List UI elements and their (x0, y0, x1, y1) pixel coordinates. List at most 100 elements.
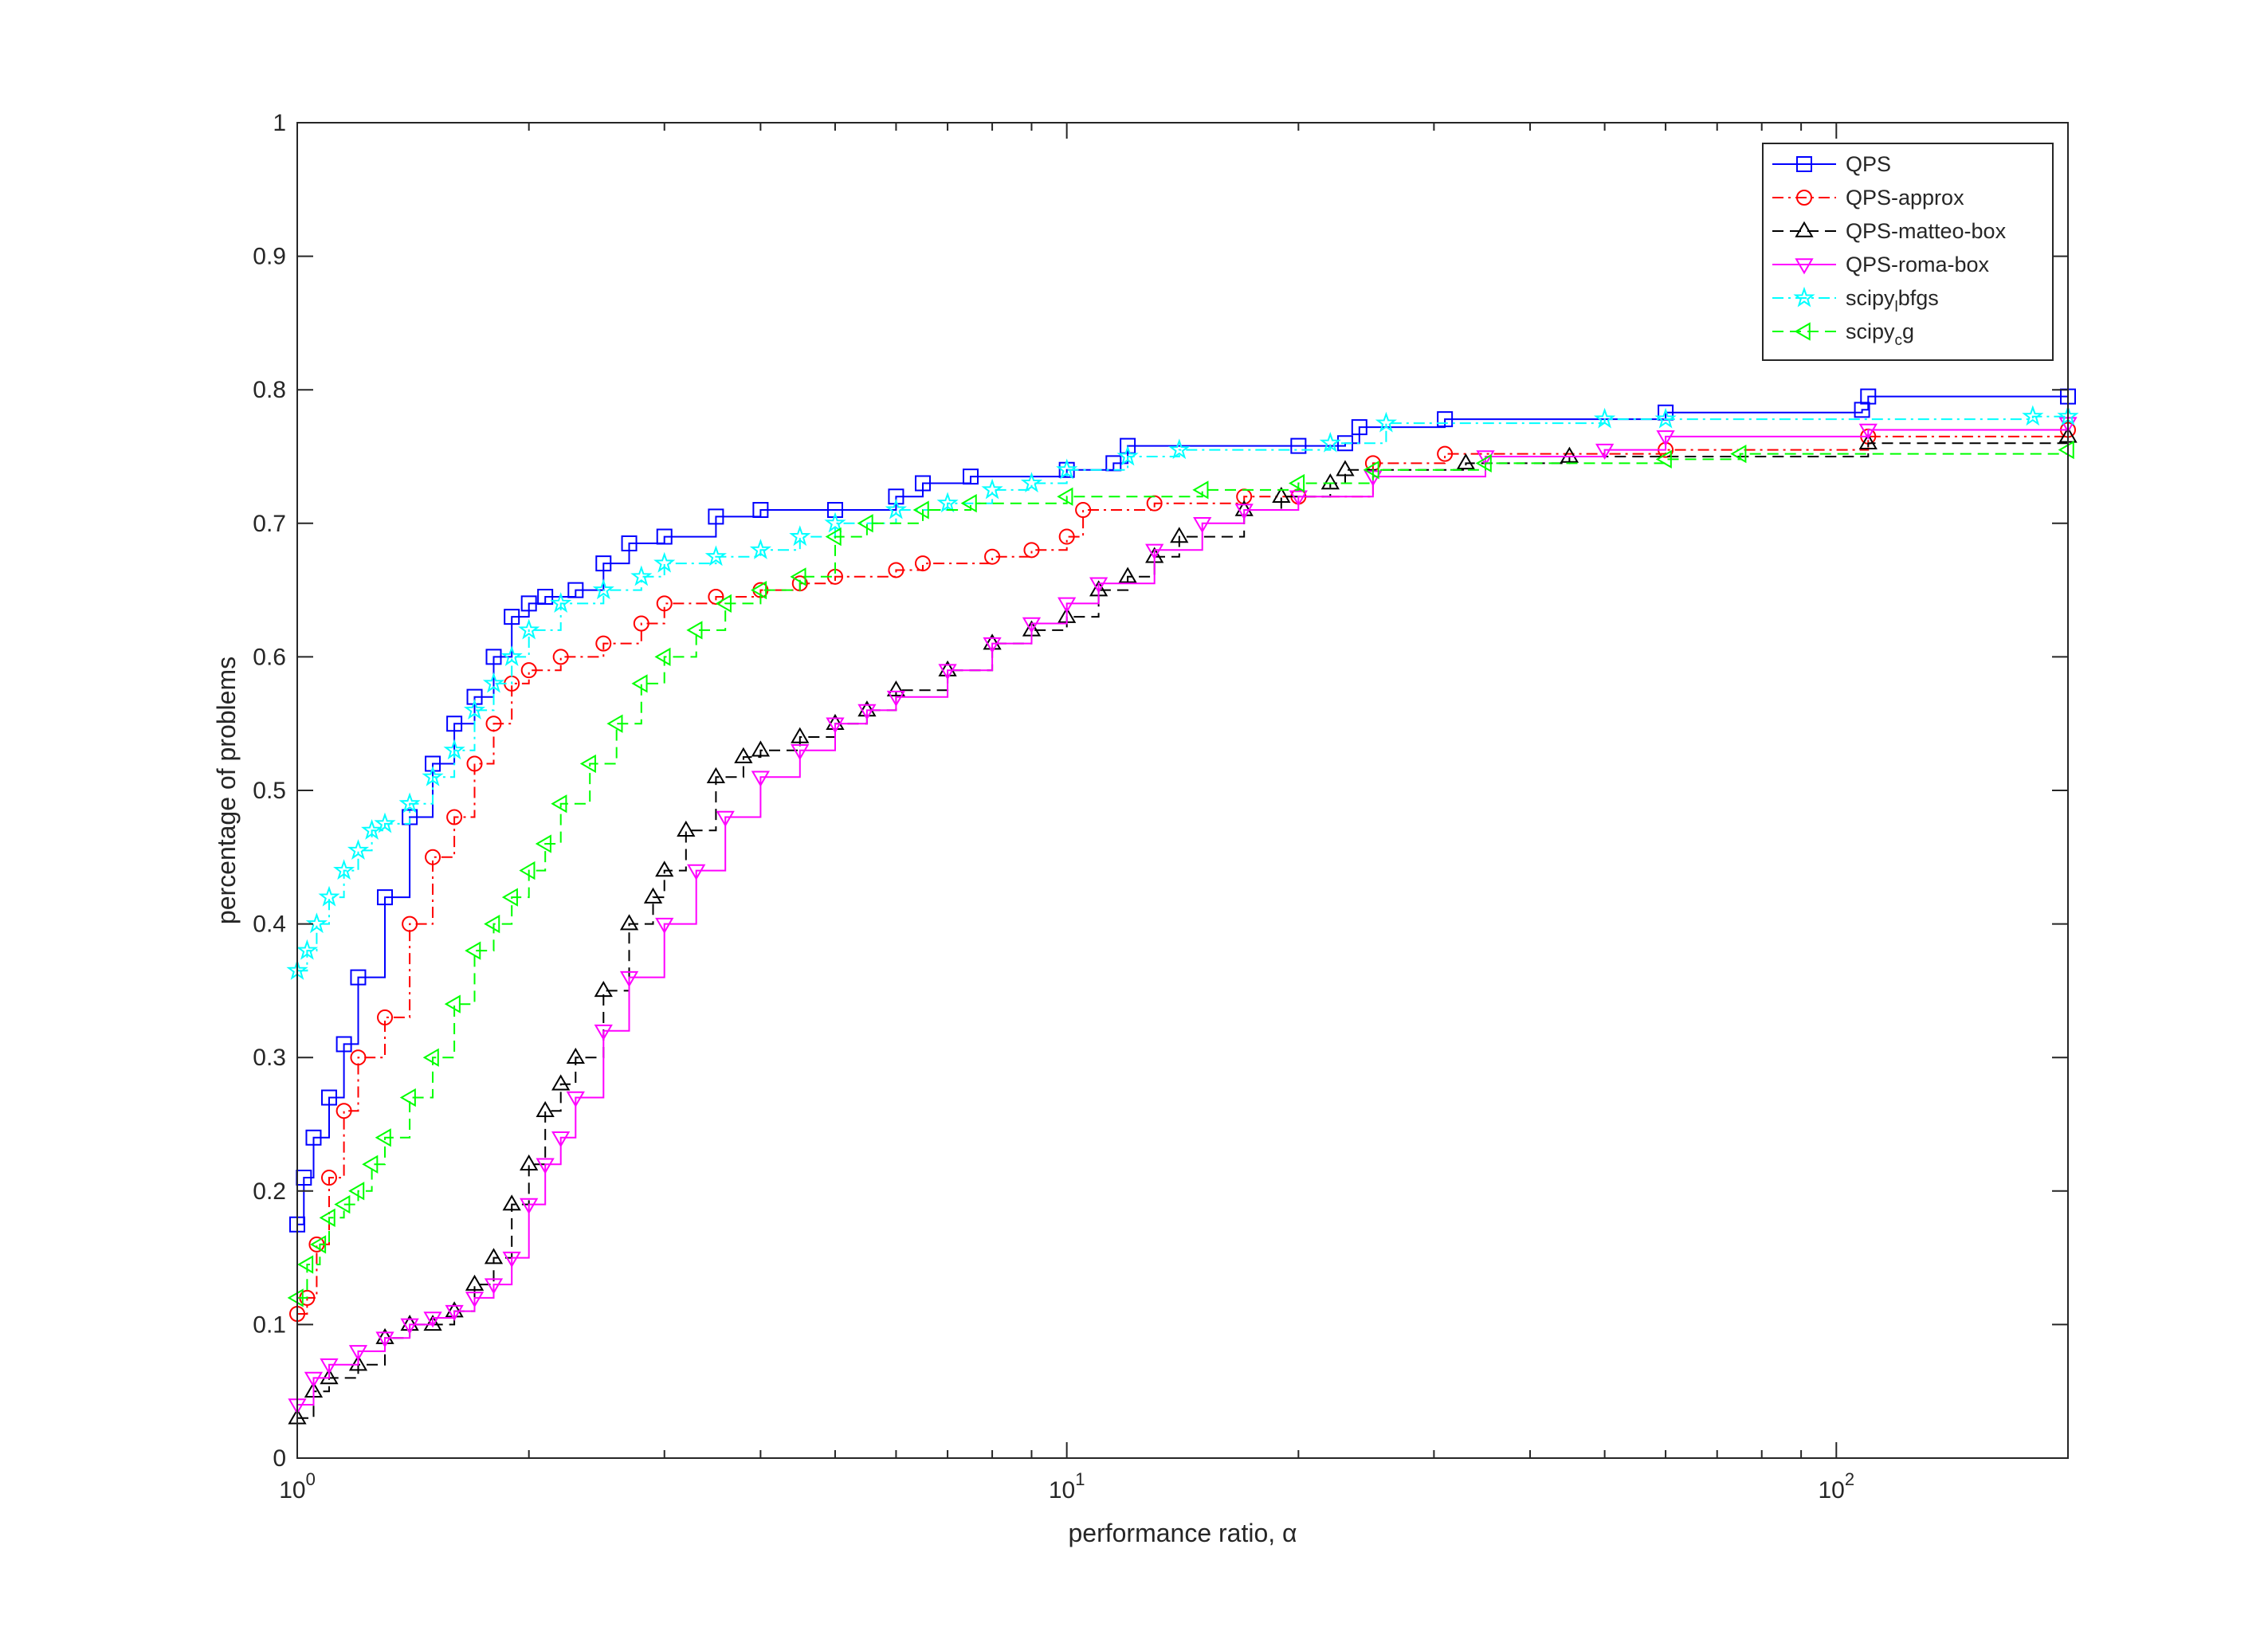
data-point-3-23 (857, 704, 877, 720)
data-point-2-15 (594, 981, 613, 998)
data-point-5-30 (1192, 480, 1209, 500)
data-point-0-28 (1290, 437, 1307, 454)
data-point-2-6 (423, 1315, 442, 1331)
data-point-0-2 (305, 1129, 322, 1146)
data-point-2-39 (1456, 453, 1475, 470)
data-point-4-4 (333, 859, 355, 880)
data-point-3-18 (687, 864, 706, 880)
series-layer (286, 388, 2079, 1425)
legend-entry-5: scipycg (1772, 320, 1914, 349)
data-point-1-27 (1075, 502, 1092, 519)
data-point-5-29 (1057, 487, 1073, 506)
data-point-2-23 (791, 727, 810, 743)
legend-label-4: scipylbfgs (1846, 286, 1939, 316)
y-tick-label-4: 0.4 (253, 912, 286, 938)
y-tick-label-9: 0.9 (253, 244, 286, 270)
data-point-5-12 (484, 914, 500, 934)
data-point-4-26 (1020, 472, 1043, 493)
data-point-3-13 (551, 1131, 571, 1148)
data-point-1-3 (320, 1170, 337, 1186)
data-point-4-19 (704, 545, 728, 567)
series-3 (288, 417, 2078, 1415)
legend-label-3: QPS-roma-box (1846, 253, 1990, 276)
data-point-4-12 (482, 672, 505, 693)
data-point-2-16 (619, 914, 639, 931)
data-point-0-23 (914, 475, 931, 492)
y-tick-label-0: 0 (273, 1445, 286, 1472)
data-point-2-41 (1858, 433, 1878, 449)
data-point-5-32 (1363, 461, 1379, 480)
data-point-1-22 (888, 562, 904, 578)
data-point-4-6 (361, 818, 383, 840)
legend-marker-0 (1796, 156, 1812, 172)
data-point-3-24 (886, 690, 906, 708)
data-point-5-31 (1289, 473, 1305, 493)
legend-marker-1 (1796, 190, 1812, 206)
data-point-0-15 (567, 582, 584, 598)
data-point-1-8 (425, 849, 441, 865)
data-point-3-17 (655, 917, 674, 934)
data-point-3-12 (536, 1158, 555, 1174)
data-point-5-28 (960, 494, 977, 513)
data-point-0-20 (752, 502, 769, 519)
data-point-2-2 (320, 1368, 339, 1385)
data-point-4-9 (422, 765, 444, 786)
data-point-5-14 (519, 861, 536, 880)
y-tick-label-1: 0.1 (253, 1311, 286, 1338)
x-tick-label-0: 100 (279, 1469, 316, 1504)
data-point-2-22 (751, 740, 771, 757)
y-tick-label-10: 1 (273, 110, 286, 136)
data-point-0-11 (485, 649, 502, 665)
data-point-4-32 (1594, 407, 1616, 429)
data-point-3-35 (1476, 450, 1495, 467)
data-point-0-17 (621, 535, 638, 551)
data-point-4-23 (885, 498, 908, 519)
data-point-3-19 (716, 810, 735, 827)
y-tick-label-6: 0.6 (253, 644, 286, 670)
data-point-3-28 (1057, 597, 1077, 614)
data-point-3-7 (445, 1304, 464, 1321)
data-point-4-7 (374, 812, 396, 833)
data-point-0-0 (289, 1216, 305, 1233)
data-point-0-10 (466, 688, 483, 705)
data-point-3-2 (320, 1358, 339, 1375)
data-point-3-20 (751, 770, 771, 787)
data-point-4-10 (443, 739, 465, 760)
data-point-4-8 (398, 792, 421, 814)
data-point-2-32 (1118, 567, 1137, 583)
data-point-1-18 (708, 588, 724, 605)
data-point-3-21 (791, 743, 810, 761)
data-point-4-22 (824, 512, 846, 533)
ticks-layer: 0 0.1 0.2 0.3 0.4 0.5 0.6 0.7 0.8 0.9 1 100 101 102 (253, 110, 2069, 1504)
legend-marker-2 (1795, 221, 1814, 237)
series-line-1 (297, 429, 2069, 1315)
data-point-0-30 (1351, 419, 1367, 436)
legend-entry-3: QPS-roma-box (1772, 253, 1990, 276)
legend-label-0: QPS (1846, 152, 1891, 176)
data-point-3-38 (1858, 423, 1878, 440)
data-point-0-21 (826, 502, 843, 519)
data-point-0-3 (320, 1089, 337, 1106)
data-point-3-30 (1145, 543, 1164, 560)
legend: QPS QPS-approx QPS-matteo-box QPS-roma-box s… (1762, 143, 2054, 361)
data-point-2-9 (484, 1248, 504, 1264)
data-point-1-7 (402, 915, 418, 932)
data-point-1-16 (633, 615, 649, 632)
data-point-4-3 (318, 885, 340, 907)
data-point-3-26 (983, 637, 1002, 653)
data-point-4-1 (296, 939, 319, 960)
data-point-4-5 (347, 839, 370, 860)
data-point-5-18 (606, 714, 623, 733)
data-point-5-24 (790, 567, 806, 586)
legend-box (1762, 143, 2054, 361)
data-point-4-25 (981, 478, 1003, 500)
data-point-3-15 (594, 1024, 613, 1041)
legend-label-1: QPS-approx (1846, 186, 1964, 210)
data-point-5-5 (348, 1182, 365, 1201)
y-axis-label: percentage of problems (212, 657, 241, 924)
data-point-0-6 (377, 889, 394, 906)
data-point-5-36 (2058, 440, 2074, 460)
data-point-3-9 (484, 1278, 504, 1295)
data-point-4-29 (1168, 438, 1191, 460)
